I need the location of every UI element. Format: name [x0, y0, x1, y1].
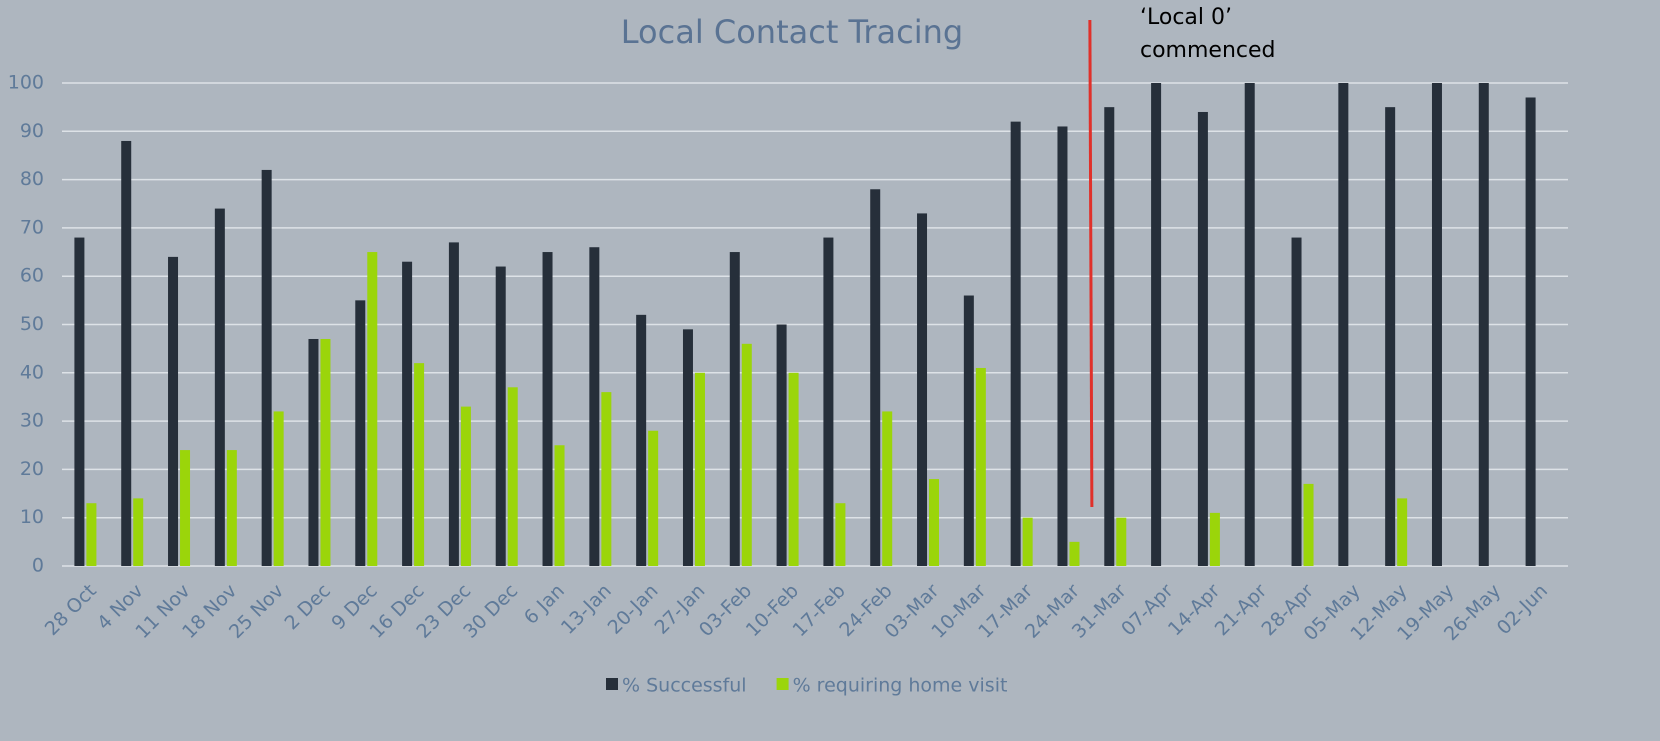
bar: [963, 295, 974, 566]
legend-label: % requiring home visit: [793, 675, 1008, 697]
bar: [1010, 121, 1021, 566]
bar: [507, 387, 518, 566]
legend-swatch: [776, 678, 789, 690]
bar: [1303, 483, 1314, 566]
bar: [168, 256, 179, 566]
bar: [367, 252, 378, 567]
annotation-text: commenced: [1140, 38, 1276, 63]
bar: [835, 503, 846, 566]
bar: [1244, 83, 1255, 566]
bar: [261, 169, 272, 566]
bar: [1069, 541, 1080, 566]
bar: [1338, 83, 1349, 566]
bar: [975, 367, 986, 566]
bar: [648, 430, 659, 566]
y-tick-label: 80: [20, 168, 44, 190]
bar: [214, 208, 225, 566]
annotation-text: ‘Local 0’: [1140, 5, 1232, 30]
bar: [414, 363, 425, 566]
bar: [554, 445, 565, 566]
bar: [1291, 237, 1302, 566]
bar: [133, 498, 144, 566]
y-tick-label: 20: [20, 458, 44, 480]
bar: [308, 338, 319, 566]
bar: [180, 450, 191, 566]
bar: [870, 189, 881, 566]
bar: [74, 237, 85, 566]
bar: [226, 450, 237, 566]
bar: [1209, 512, 1220, 566]
bar: [273, 411, 284, 566]
bar: [1022, 517, 1033, 566]
bar: [1151, 83, 1162, 566]
bar: [729, 252, 740, 567]
y-tick-label: 40: [20, 361, 44, 383]
bar: [402, 261, 413, 566]
bar: [495, 266, 506, 566]
legend-swatch: [606, 678, 618, 690]
y-tick-label: 60: [20, 265, 44, 287]
bar: [1397, 498, 1408, 566]
bar: [776, 324, 787, 566]
y-tick-label: 90: [20, 120, 44, 142]
annotation-line: [1088, 19, 1094, 508]
chart-title: Local Contact Tracing: [621, 13, 963, 51]
bar: [1431, 83, 1442, 566]
bar: [1525, 97, 1536, 567]
bar: [788, 372, 799, 566]
bar: [882, 411, 893, 566]
bar: [1197, 111, 1208, 566]
bar: [460, 406, 471, 566]
y-tick-label: 70: [20, 216, 44, 238]
bar: [1478, 83, 1489, 566]
bar: [929, 479, 940, 566]
bar: [121, 140, 132, 566]
bar: [823, 237, 834, 566]
bar: [694, 372, 705, 566]
bar: [741, 343, 752, 566]
bar: [355, 300, 366, 566]
bar: [917, 213, 928, 566]
bar: [1104, 107, 1115, 567]
bar: [636, 314, 647, 566]
bar: [601, 392, 612, 566]
y-tick-label: 50: [20, 313, 44, 335]
y-tick-label: 100: [8, 72, 44, 94]
y-tick-label: 30: [20, 410, 44, 432]
y-tick-label: 10: [20, 506, 44, 528]
y-tick-label: 0: [32, 555, 44, 577]
bar: [589, 247, 600, 566]
bar: [1385, 107, 1396, 567]
bar: [1116, 517, 1127, 566]
bar: [86, 503, 97, 566]
bar: [448, 242, 459, 566]
bar: [682, 329, 693, 566]
legend-label: % Successful: [622, 675, 747, 697]
bar: [542, 252, 553, 567]
bar: [1057, 126, 1068, 566]
bar: [320, 338, 331, 566]
